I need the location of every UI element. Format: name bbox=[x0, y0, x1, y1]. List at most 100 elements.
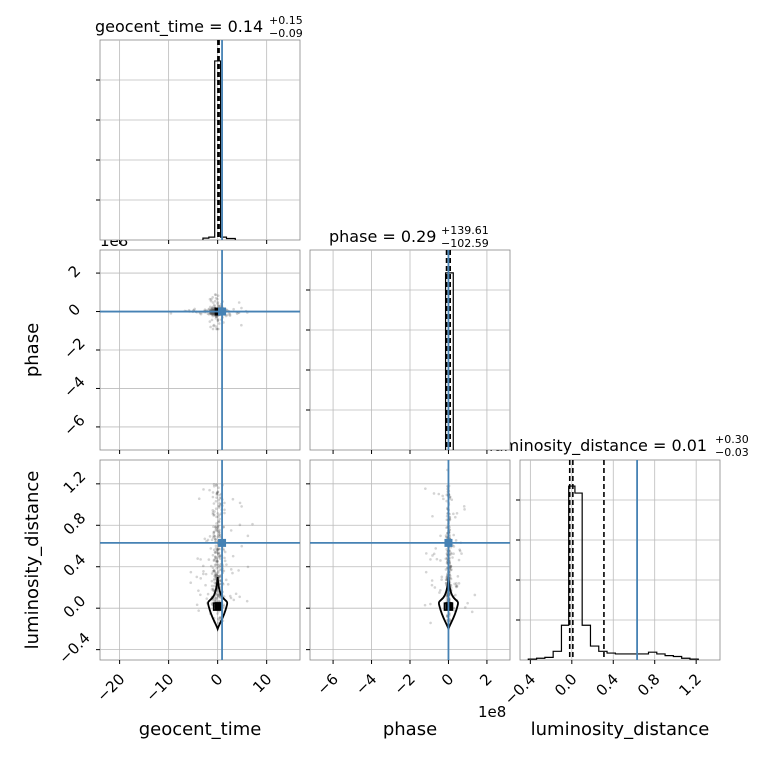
scatter-point-geocent_time-luminosity_distance bbox=[246, 565, 250, 569]
scatter-point-geocent_time-luminosity_distance bbox=[210, 579, 214, 583]
scatter-point-geocent_time-luminosity_distance bbox=[214, 528, 218, 532]
scatter-point-geocent_time-luminosity_distance bbox=[211, 509, 215, 512]
scatter-point-geocent_time-phase bbox=[210, 312, 213, 315]
scatter-point-geocent_time-luminosity_distance bbox=[214, 525, 217, 529]
scatter-point-geocent_time-luminosity_distance bbox=[215, 566, 218, 570]
scatter-point-geocent_time-phase bbox=[215, 315, 219, 318]
scatter-point-geocent_time-luminosity_distance bbox=[218, 595, 222, 599]
scatter-point-geocent_time-phase bbox=[211, 301, 215, 304]
scatter-point-phase-luminosity_distance bbox=[439, 559, 442, 562]
scatter-point-phase-luminosity_distance bbox=[452, 545, 456, 548]
scatter-point-geocent_time-luminosity_distance bbox=[223, 550, 227, 554]
scatter-point-geocent_time-phase bbox=[237, 301, 241, 304]
scatter-point-phase-luminosity_distance bbox=[455, 511, 459, 515]
scatter-point-geocent_time-phase bbox=[215, 327, 219, 331]
scatter-point-geocent_time-phase bbox=[208, 297, 212, 301]
scatter-point-phase-luminosity_distance bbox=[452, 533, 456, 537]
scatter-point-geocent_time-luminosity_distance bbox=[214, 597, 218, 600]
scatter-point-phase-luminosity_distance bbox=[445, 518, 449, 522]
contour-geocent_time-luminosity_distance bbox=[207, 577, 229, 632]
scatter-point-phase-luminosity_distance bbox=[463, 508, 466, 511]
scatter-point-geocent_time-luminosity_distance bbox=[212, 530, 216, 534]
x-axis-label-geocent-time: geocent_time bbox=[139, 719, 262, 740]
scatter-point-geocent_time-luminosity_distance bbox=[212, 514, 216, 517]
scatter-point-geocent_time-luminosity_distance bbox=[214, 507, 218, 511]
scatter-point-geocent_time-phase bbox=[206, 312, 210, 315]
scatter-point-geocent_time-luminosity_distance bbox=[199, 593, 202, 597]
scatter-point-geocent_time-luminosity_distance bbox=[214, 556, 218, 560]
scatter-point-phase-luminosity_distance bbox=[456, 575, 460, 578]
scatter-point-geocent_time-luminosity_distance bbox=[213, 557, 217, 561]
scatter-point-geocent_time-luminosity_distance bbox=[212, 502, 216, 505]
scatter-point-geocent_time-luminosity_distance bbox=[216, 551, 220, 555]
scatter-point-phase-luminosity_distance bbox=[429, 621, 432, 625]
truth-marker-phase-luminosity_distance bbox=[444, 538, 453, 547]
scatter-point-geocent_time-luminosity_distance bbox=[213, 535, 216, 538]
histogram-luminosity_distance bbox=[527, 485, 699, 660]
scatter-point-phase-luminosity_distance bbox=[434, 547, 438, 550]
scatter-point-geocent_time-luminosity_distance bbox=[238, 595, 241, 599]
scatter-point-phase-luminosity_distance bbox=[454, 593, 457, 597]
tick-label-x-phase: −6 bbox=[314, 670, 342, 698]
scatter-point-geocent_time-luminosity_distance bbox=[208, 535, 212, 538]
scatter-point-geocent_time-luminosity_distance bbox=[246, 534, 250, 538]
scatter-point-geocent_time-luminosity_distance bbox=[210, 588, 214, 591]
scatter-point-geocent_time-luminosity_distance bbox=[211, 553, 215, 557]
scatter-point-geocent_time-luminosity_distance bbox=[216, 547, 220, 551]
scatter-point-geocent_time-phase bbox=[209, 312, 212, 316]
scatter-point-geocent_time-luminosity_distance bbox=[215, 527, 218, 531]
scatter-point-geocent_time-phase bbox=[217, 322, 221, 325]
scatter-point-geocent_time-luminosity_distance bbox=[218, 533, 221, 536]
scatter-point-geocent_time-luminosity_distance bbox=[202, 569, 205, 573]
scatter-point-geocent_time-luminosity_distance bbox=[202, 488, 205, 491]
tick-label-x-phase: 2 bbox=[476, 670, 495, 689]
scatter-point-geocent_time-luminosity_distance bbox=[218, 554, 221, 558]
scatter-point-phase-luminosity_distance bbox=[457, 582, 461, 585]
scatter-point-geocent_time-luminosity_distance bbox=[215, 551, 218, 554]
scatter-point-geocent_time-luminosity_distance bbox=[218, 557, 222, 561]
scatter-point-geocent_time-luminosity_distance bbox=[214, 598, 218, 602]
scatter-point-geocent_time-luminosity_distance bbox=[240, 544, 244, 548]
scatter-point-phase-luminosity_distance bbox=[439, 534, 442, 538]
scatter-point-phase-luminosity_distance bbox=[429, 602, 432, 606]
scatter-point-geocent_time-luminosity_distance bbox=[195, 603, 199, 607]
scatter-point-geocent_time-phase bbox=[210, 318, 214, 322]
scatter-point-geocent_time-luminosity_distance bbox=[229, 596, 233, 600]
scatter-point-phase-luminosity_distance bbox=[433, 586, 437, 589]
scatter-point-geocent_time-phase bbox=[199, 312, 203, 316]
title-geocent-time: geocent_time = 0.14 bbox=[95, 17, 263, 37]
scatter-point-geocent_time-luminosity_distance bbox=[215, 522, 218, 525]
scatter-point-geocent_time-phase bbox=[214, 325, 218, 328]
title-phase-minus: −102.59 bbox=[441, 237, 489, 250]
scatter-point-phase-luminosity_distance bbox=[466, 601, 469, 605]
title-geocent-time-minus: −0.09 bbox=[269, 27, 303, 40]
scatter-point-geocent_time-luminosity_distance bbox=[215, 557, 219, 561]
density-core-geocent_time-luminosity_distance bbox=[214, 602, 222, 611]
scatter-point-geocent_time-luminosity_distance bbox=[201, 564, 205, 568]
scatter-point-phase-luminosity_distance bbox=[454, 539, 458, 542]
scatter-point-geocent_time-luminosity_distance bbox=[216, 526, 220, 529]
tick-label-x-luminosity_distance: 0.4 bbox=[592, 670, 622, 700]
scatter-point-geocent_time-luminosity_distance bbox=[216, 490, 220, 494]
scatter-point-geocent_time-luminosity_distance bbox=[213, 563, 217, 567]
scatter-point-geocent_time-luminosity_distance bbox=[215, 484, 218, 487]
scatter-point-phase-luminosity_distance bbox=[444, 578, 448, 581]
scatter-point-phase-luminosity_distance bbox=[430, 579, 434, 582]
scatter-point-phase-luminosity_distance bbox=[432, 552, 436, 556]
scatter-point-geocent_time-luminosity_distance bbox=[214, 593, 218, 596]
scatter-point-geocent_time-luminosity_distance bbox=[218, 513, 221, 517]
scatter-point-geocent_time-luminosity_distance bbox=[216, 560, 219, 564]
scatter-point-geocent_time-phase bbox=[215, 315, 218, 319]
scatter-point-geocent_time-luminosity_distance bbox=[212, 548, 216, 552]
scatter-point-geocent_time-luminosity_distance bbox=[218, 493, 221, 497]
scatter-point-geocent_time-luminosity_distance bbox=[214, 526, 218, 529]
scatter-point-geocent_time-phase bbox=[207, 308, 210, 311]
scatter-point-geocent_time-phase bbox=[217, 305, 220, 308]
scatter-point-geocent_time-luminosity_distance bbox=[238, 501, 242, 505]
scatter-point-geocent_time-luminosity_distance bbox=[225, 563, 228, 566]
scatter-point-geocent_time-phase bbox=[217, 304, 221, 308]
tick-label-x-luminosity_distance: 0.0 bbox=[551, 670, 581, 700]
scatter-point-geocent_time-luminosity_distance bbox=[215, 559, 219, 563]
scatter-point-geocent_time-luminosity_distance bbox=[218, 535, 221, 538]
scatter-point-geocent_time-luminosity_distance bbox=[217, 531, 221, 535]
